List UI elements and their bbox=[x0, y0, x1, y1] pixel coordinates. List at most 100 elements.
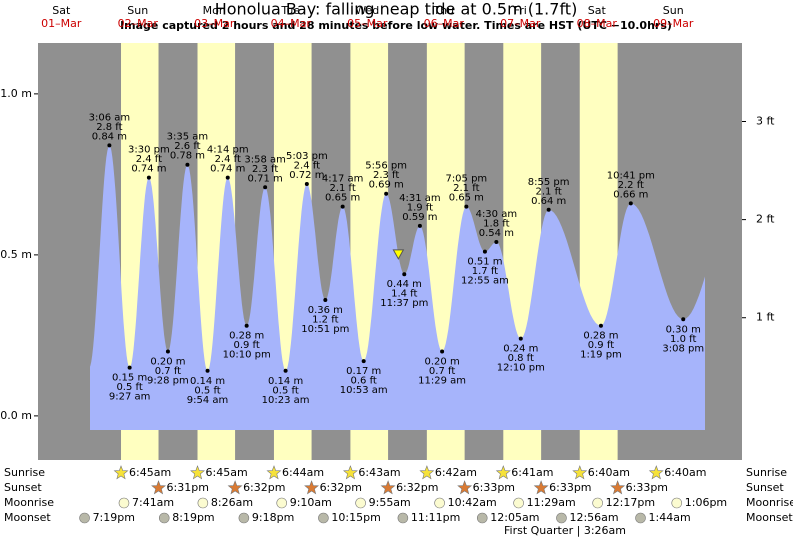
sunrise-icon bbox=[495, 465, 511, 480]
sunset-time: 6:32pm bbox=[396, 481, 438, 494]
moonrise-icon bbox=[355, 497, 366, 509]
extreme-label: 3:35 am bbox=[167, 132, 209, 143]
sunset-time: 6:33pm bbox=[473, 481, 515, 494]
extreme-label: 1.0 ft bbox=[670, 334, 696, 345]
y2-tick-label: 2 ft bbox=[756, 213, 775, 226]
extreme-label: 0.15 m bbox=[112, 373, 147, 384]
moonrise-icon bbox=[671, 497, 683, 509]
extreme-point bbox=[323, 297, 328, 302]
extreme-label: 1.4 ft bbox=[391, 289, 417, 300]
sunset-icon bbox=[457, 480, 473, 495]
extreme-label: 0.36 m bbox=[308, 305, 343, 316]
sunrise-icon bbox=[190, 465, 206, 480]
extreme-label: 0.69 m bbox=[369, 180, 404, 191]
sunrise-time: 6:45am bbox=[206, 466, 248, 479]
extreme-label: 0.28 m bbox=[583, 331, 618, 342]
extreme-label: 0.74 m bbox=[131, 164, 166, 175]
extreme-label: 2.4 ft bbox=[215, 154, 241, 165]
moonset-time: 9:18pm bbox=[252, 511, 294, 524]
sunrise-time: 6:43am bbox=[358, 466, 400, 479]
sunset-time: 6:32pm bbox=[243, 481, 285, 494]
tide-curve bbox=[90, 145, 705, 430]
sunrise-icon bbox=[266, 465, 282, 480]
sunrise-icon bbox=[419, 465, 435, 480]
sunset-time: 6:32pm bbox=[320, 481, 362, 494]
y2-tick-label: 1 ft bbox=[756, 311, 775, 324]
extreme-label: 1.8 ft bbox=[483, 219, 509, 230]
row-label: Sunrise bbox=[4, 466, 45, 479]
extreme-point bbox=[165, 349, 170, 354]
extreme-label: 8:55 pm bbox=[528, 177, 570, 188]
row-label: Sunset bbox=[746, 481, 784, 494]
day-name: Sun bbox=[127, 4, 148, 17]
moonrise-time: 7:41am bbox=[132, 496, 174, 509]
chart-subtitle: Image captured 2 hours and 28 minutes be… bbox=[120, 19, 672, 32]
extreme-point bbox=[628, 201, 633, 206]
sunrise-icon bbox=[342, 465, 358, 480]
current-level-marker bbox=[392, 249, 405, 260]
extreme-point bbox=[546, 207, 551, 212]
extreme-label: 0.78 m bbox=[170, 151, 205, 162]
row-label: Moonset bbox=[4, 511, 51, 524]
extreme-label: 10:23 am bbox=[262, 395, 310, 406]
chart-title: Honolua Bay: falling neap tide at 0.5m (… bbox=[215, 0, 578, 19]
sunset-icon bbox=[380, 480, 396, 495]
extreme-label: 2.3 ft bbox=[373, 170, 399, 181]
extreme-label: 0.6 ft bbox=[351, 376, 377, 387]
day-date: 08–Mar bbox=[577, 17, 618, 30]
moonset-time: 11:11pm bbox=[411, 511, 460, 524]
extreme-label: 0.65 m bbox=[449, 193, 484, 204]
row-label: Moonrise bbox=[746, 496, 793, 509]
moonset-time: 8:19pm bbox=[172, 511, 214, 524]
extreme-label: 0.30 m bbox=[666, 324, 701, 335]
extreme-point bbox=[244, 323, 249, 328]
extreme-label: 4:30 am bbox=[476, 209, 518, 220]
extreme-label: 2.1 ft bbox=[535, 186, 561, 197]
y-tick-label: 0.5 m bbox=[0, 248, 32, 261]
sunset-time: 6:31pm bbox=[167, 481, 209, 494]
extreme-label: 0.44 m bbox=[387, 279, 422, 290]
extreme-point bbox=[417, 223, 422, 228]
moonset-time: 12:56am bbox=[569, 511, 618, 524]
day-date: 03–Mar bbox=[194, 17, 235, 30]
extreme-point bbox=[146, 175, 151, 180]
y-tick-label: 0.0 m bbox=[0, 409, 32, 422]
extreme-point bbox=[127, 365, 132, 370]
extreme-label: 1:19 pm bbox=[580, 350, 622, 361]
extreme-label: 5:56 pm bbox=[365, 161, 407, 172]
row-label: Sunset bbox=[4, 481, 42, 494]
extreme-label: 0.65 m bbox=[325, 193, 360, 204]
y2-tick-label: 3 ft bbox=[756, 114, 775, 127]
sunrise-time: 6:42am bbox=[435, 466, 477, 479]
day-name: Sun bbox=[663, 4, 684, 17]
row-label: Moonset bbox=[746, 511, 793, 524]
moonset-time: 12:05am bbox=[490, 511, 539, 524]
moonrise-time: 8:26am bbox=[211, 496, 253, 509]
extreme-label: 2.4 ft bbox=[294, 161, 320, 172]
moonrise-time: 9:10am bbox=[290, 496, 332, 509]
moonset-icon bbox=[397, 512, 409, 524]
day-name: Wed bbox=[355, 4, 379, 17]
extreme-label: 0.20 m bbox=[425, 356, 460, 367]
extreme-label: 2.1 ft bbox=[453, 183, 479, 194]
extreme-label: 7:05 pm bbox=[445, 174, 487, 185]
extreme-label: 12:10 pm bbox=[497, 363, 545, 374]
moonrise-time: 10:42am bbox=[448, 496, 497, 509]
extreme-label: 0.14 m bbox=[268, 376, 303, 387]
extreme-point bbox=[263, 185, 268, 190]
extreme-point bbox=[464, 204, 469, 209]
extreme-label: 10:41 pm bbox=[607, 170, 655, 181]
row-label: Sunrise bbox=[746, 466, 787, 479]
extreme-point bbox=[440, 349, 445, 354]
sunrise-time: 6:44am bbox=[282, 466, 324, 479]
extreme-label: 0.74 m bbox=[210, 164, 245, 175]
sunrise-icon bbox=[572, 465, 588, 480]
extreme-label: 0.20 m bbox=[150, 356, 185, 367]
extreme-label: 11:29 am bbox=[418, 375, 466, 386]
moonset-icon bbox=[318, 512, 329, 524]
day-name: Tue bbox=[280, 4, 300, 17]
extreme-label: 0.66 m bbox=[613, 189, 648, 200]
extreme-label: 5:03 pm bbox=[286, 151, 328, 162]
extreme-label: 0.14 m bbox=[190, 376, 225, 387]
